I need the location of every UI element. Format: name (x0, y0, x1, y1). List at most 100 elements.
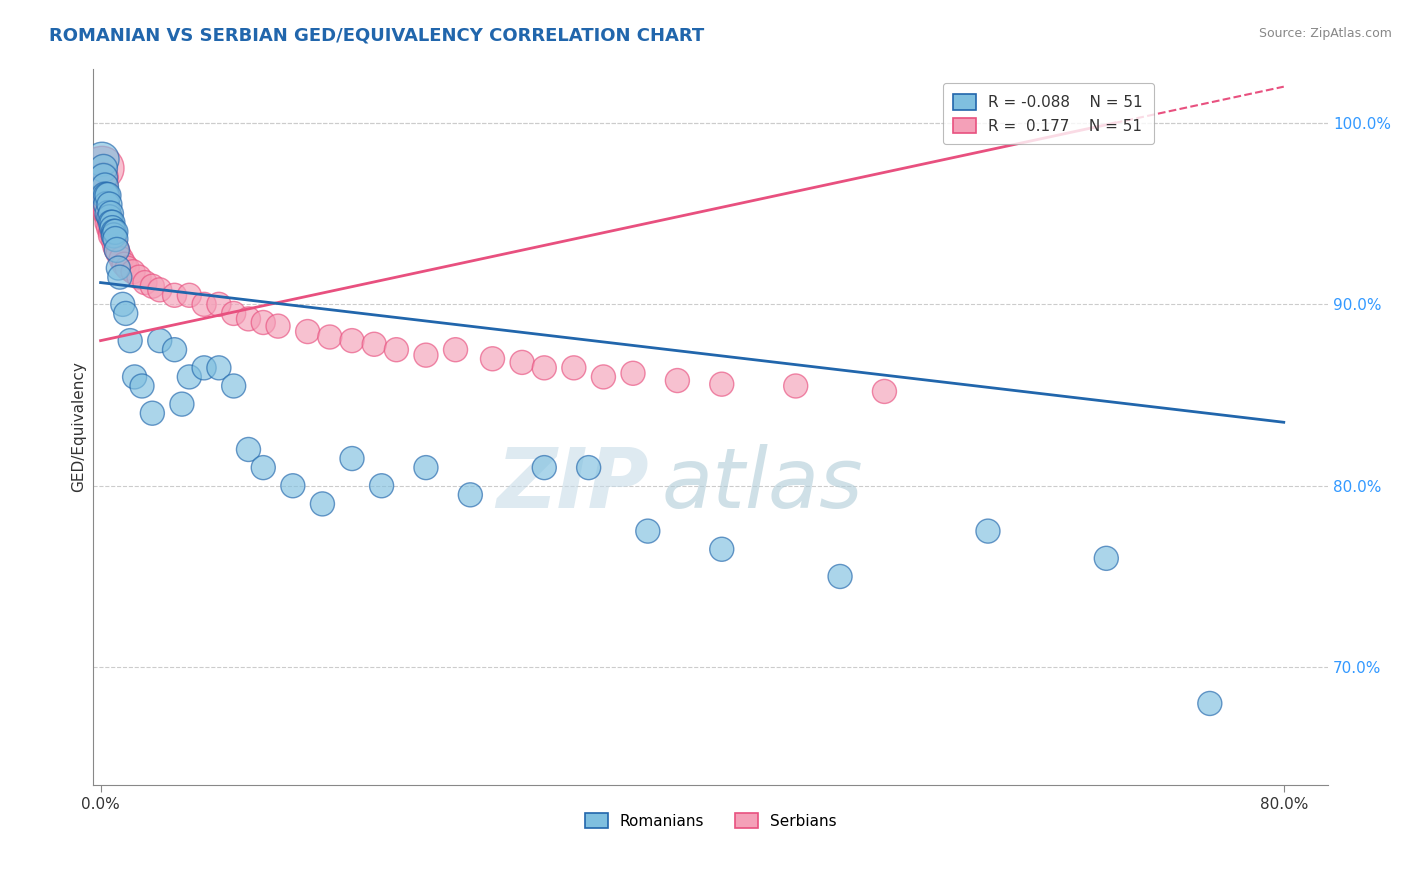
Point (193, 360, 215, 375)
Y-axis label: GED/Equivalency: GED/Equivalency (72, 361, 86, 492)
Point (1095, 551, 1118, 566)
Point (222, 306, 245, 320)
Point (96, 207, 118, 221)
Point (108, 270, 131, 285)
Point (208, 297, 231, 311)
Point (510, 355, 533, 369)
Point (710, 542, 733, 557)
Point (149, 283, 172, 297)
Point (97, 207, 120, 221)
Point (297, 325, 319, 339)
Point (281, 479, 304, 493)
Point (415, 348, 437, 362)
Point (94, 197, 117, 211)
Point (97, 216, 120, 230)
Point (134, 276, 156, 290)
Point (112, 257, 135, 271)
Point (96, 188, 118, 202)
Point (104, 225, 127, 239)
Point (124, 370, 146, 384)
Point (98, 197, 121, 211)
Point (340, 451, 363, 466)
Point (93, 161, 115, 176)
Text: Source: ZipAtlas.com: Source: ZipAtlas.com (1258, 27, 1392, 40)
Point (873, 384, 896, 399)
Point (252, 460, 274, 475)
Point (592, 370, 614, 384)
Point (107, 246, 129, 260)
Point (460, 488, 482, 502)
Point (105, 243, 128, 257)
Point (666, 374, 689, 388)
Point (98, 221, 121, 235)
Point (1198, 697, 1220, 711)
Point (96, 202, 118, 217)
Text: ZIP: ZIP (496, 443, 650, 524)
Point (104, 232, 127, 246)
Point (105, 243, 128, 257)
Point (93, 170, 115, 185)
Point (96, 197, 118, 211)
Point (100, 225, 122, 239)
Point (103, 225, 125, 239)
Point (141, 406, 163, 420)
Text: ROMANIAN VS SERBIAN GED/EQUIVALENCY CORRELATION CHART: ROMANIAN VS SERBIAN GED/EQUIVALENCY CORR… (49, 27, 704, 45)
Point (621, 366, 644, 380)
Point (444, 343, 467, 357)
Point (785, 379, 807, 393)
Point (238, 311, 260, 326)
Point (103, 228, 125, 243)
Point (94, 179, 117, 194)
Point (533, 460, 555, 475)
Point (97, 188, 120, 202)
Point (114, 306, 136, 320)
Point (94, 188, 117, 202)
Point (122, 265, 145, 279)
Point (977, 524, 1000, 538)
Point (311, 497, 333, 511)
Point (110, 252, 132, 266)
Point (98, 211, 121, 225)
Point (252, 316, 274, 330)
Point (385, 343, 408, 357)
Point (103, 234, 125, 248)
Point (91, 161, 114, 176)
Point (222, 379, 245, 393)
Point (101, 221, 124, 235)
Point (107, 261, 129, 276)
Point (562, 360, 585, 375)
Point (100, 228, 122, 243)
Point (120, 334, 142, 348)
Point (149, 334, 172, 348)
Point (710, 377, 733, 392)
Point (481, 351, 503, 366)
Point (97, 211, 120, 225)
Point (319, 330, 342, 344)
Point (415, 460, 437, 475)
Point (100, 207, 122, 221)
Point (111, 297, 134, 311)
Point (101, 216, 124, 230)
Point (94, 188, 117, 202)
Point (828, 569, 851, 583)
Point (363, 337, 385, 351)
Point (370, 479, 392, 493)
Point (100, 216, 122, 230)
Point (208, 360, 231, 375)
Legend: Romanians, Serbians: Romanians, Serbians (579, 806, 842, 835)
Point (533, 360, 555, 375)
Point (340, 334, 363, 348)
Point (163, 288, 186, 302)
Point (115, 261, 138, 276)
Point (91, 153, 114, 167)
Point (193, 297, 215, 311)
Point (170, 397, 193, 411)
Point (179, 288, 201, 302)
Point (238, 442, 260, 457)
Point (101, 225, 124, 239)
Point (131, 379, 153, 393)
Text: atlas: atlas (661, 443, 863, 524)
Point (93, 170, 115, 185)
Point (637, 524, 659, 538)
Point (98, 211, 121, 225)
